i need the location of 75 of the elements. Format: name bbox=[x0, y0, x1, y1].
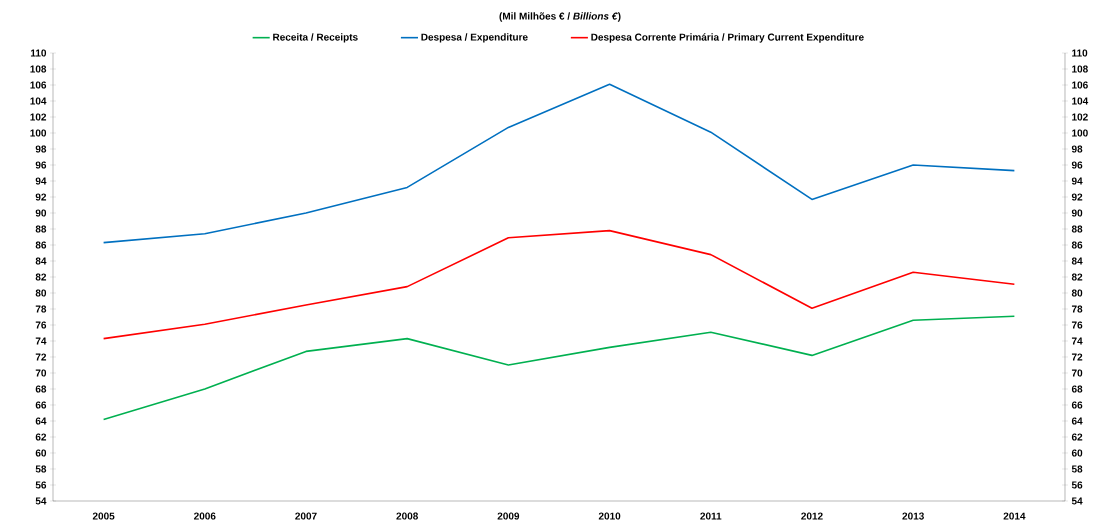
y-tick-label: 94 bbox=[35, 177, 47, 185]
line-series bbox=[102, 229, 1016, 340]
x-tick-label: 2008 bbox=[396, 512, 418, 520]
y-tick-label: 104 bbox=[30, 97, 47, 105]
y-tick-label: 82 bbox=[35, 273, 47, 281]
y2-tick-label: 82 bbox=[1071, 273, 1083, 281]
y-tick-label: 90 bbox=[35, 209, 47, 217]
y-tick-label: 102 bbox=[30, 113, 47, 121]
y2-tick-label: 102 bbox=[1072, 113, 1088, 121]
y-tick-label: 110 bbox=[30, 49, 47, 57]
legend-label: Despesa Corrente Primária / Primary Current Expenditure bbox=[591, 33, 864, 43]
chart-title: (Mil Milhões € / Billions €) bbox=[499, 12, 621, 22]
x-tick-label: 2009 bbox=[497, 512, 520, 520]
y-tick-label: 100 bbox=[30, 129, 47, 137]
y2-tick-label: 90 bbox=[1071, 209, 1083, 217]
y2-tick-label: 72 bbox=[1071, 353, 1083, 361]
legend-label: Despesa / Expenditure bbox=[421, 33, 528, 43]
y2-tick-label: 88 bbox=[1071, 225, 1083, 233]
y2-tick-label: 70 bbox=[1071, 369, 1083, 377]
y2-tick-label: 104 bbox=[1072, 97, 1089, 105]
y2-tick-label: 58 bbox=[1071, 465, 1083, 473]
x-tick-label: 2010 bbox=[598, 512, 621, 520]
y2-tick-label: 94 bbox=[1071, 177, 1083, 185]
y-tick-label: 92 bbox=[35, 193, 47, 201]
y2-tick-label: 66 bbox=[1071, 401, 1083, 409]
y2-tick-label: 110 bbox=[1072, 49, 1088, 57]
y-tick-label: 54 bbox=[35, 497, 47, 505]
y-tick-label: 88 bbox=[35, 225, 47, 233]
y2-tick-label: 98 bbox=[1071, 145, 1083, 153]
y2-tick-label: 60 bbox=[1071, 449, 1083, 457]
y2-tick-label: 62 bbox=[1071, 433, 1083, 441]
y-tick-label: 80 bbox=[35, 289, 47, 297]
y2-tick-label: 78 bbox=[1071, 305, 1083, 313]
y2-tick-label: 96 bbox=[1071, 161, 1083, 169]
y-tick-label: 62 bbox=[35, 433, 47, 441]
y-tick-label: 106 bbox=[30, 81, 47, 89]
y-tick-label: 76 bbox=[35, 321, 47, 329]
y-tick-label: 98 bbox=[35, 145, 47, 153]
y2-tick-label: 86 bbox=[1071, 241, 1083, 249]
x-tick-label: 2014 bbox=[1003, 512, 1026, 520]
y2-tick-label: 64 bbox=[1071, 417, 1083, 425]
y-tick-label: 68 bbox=[35, 385, 47, 393]
y2-tick-label: 54 bbox=[1071, 497, 1083, 505]
y2-tick-label: 68 bbox=[1071, 385, 1083, 393]
y2-tick-label: 106 bbox=[1072, 81, 1088, 89]
y-tick-label: 78 bbox=[35, 305, 47, 313]
y-tick-label: 96 bbox=[35, 161, 47, 169]
y-tick-label: 74 bbox=[35, 337, 47, 345]
legend-label: Receita / Receipts bbox=[273, 33, 358, 43]
y-tick-label: 72 bbox=[35, 353, 47, 361]
y2-tick-label: 76 bbox=[1071, 321, 1083, 329]
x-tick-label: 2007 bbox=[295, 512, 317, 520]
x-tick-label: 2013 bbox=[902, 512, 924, 520]
y2-tick-label: 92 bbox=[1071, 193, 1083, 201]
y2-tick-label: 84 bbox=[1071, 257, 1083, 265]
x-tick-label: 2005 bbox=[92, 512, 115, 520]
y2-tick-label: 56 bbox=[1071, 481, 1083, 489]
x-tick-label: 2011 bbox=[700, 512, 722, 520]
y-tick-label: 84 bbox=[35, 257, 47, 265]
y-tick-label: 86 bbox=[35, 241, 47, 249]
y-tick-label: 60 bbox=[35, 449, 47, 457]
y-tick-label: 64 bbox=[35, 417, 47, 425]
y-tick-label: 66 bbox=[35, 401, 47, 409]
y2-tick-label: 74 bbox=[1071, 337, 1083, 345]
y-tick-label: 58 bbox=[35, 465, 47, 473]
y2-tick-label: 108 bbox=[1072, 65, 1088, 73]
y-tick-label: 56 bbox=[35, 481, 47, 489]
x-tick-label: 2006 bbox=[194, 512, 216, 520]
y-tick-label: 108 bbox=[30, 65, 47, 73]
y2-tick-label: 80 bbox=[1071, 289, 1083, 297]
line-series bbox=[102, 315, 1016, 421]
y2-tick-label: 100 bbox=[1072, 129, 1088, 137]
x-tick-label: 2012 bbox=[801, 512, 823, 520]
line-series bbox=[102, 83, 1016, 244]
y-tick-label: 70 bbox=[35, 369, 47, 377]
